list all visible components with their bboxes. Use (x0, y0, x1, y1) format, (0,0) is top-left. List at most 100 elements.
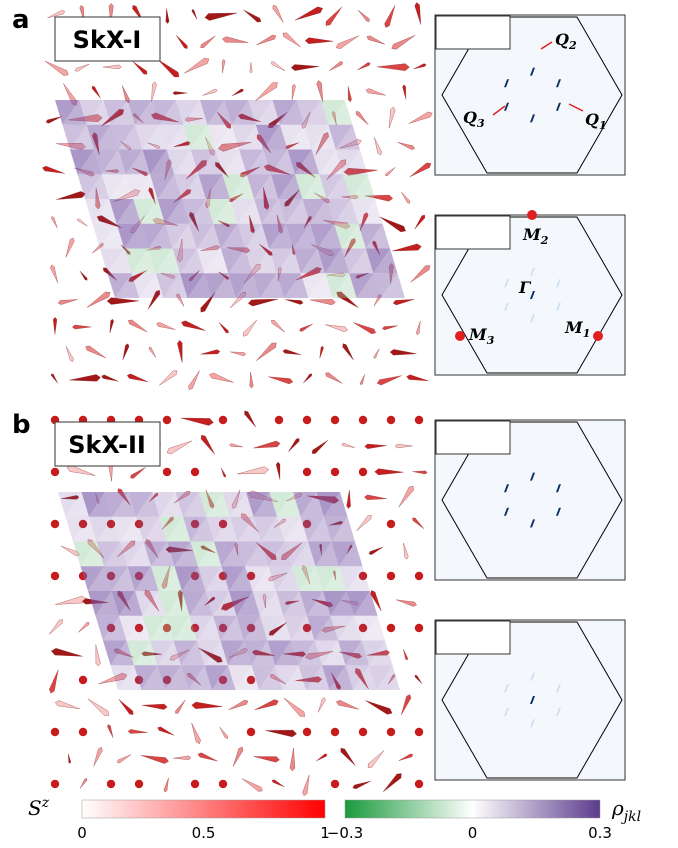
colorbar (345, 800, 600, 818)
spin (292, 84, 296, 100)
spin (92, 86, 101, 98)
spin (403, 649, 407, 660)
spin (377, 376, 402, 385)
spin (359, 416, 367, 424)
spin (94, 747, 103, 766)
spin (369, 547, 383, 555)
spin (69, 374, 100, 381)
spin (102, 375, 119, 381)
spin (331, 416, 339, 424)
high-sym-point (593, 331, 603, 341)
spin (68, 754, 71, 764)
spin (49, 670, 58, 693)
spin (326, 7, 342, 26)
spin (415, 215, 425, 229)
spin (222, 37, 248, 43)
spin (133, 61, 147, 74)
spin (316, 754, 327, 761)
spin (336, 36, 359, 49)
spin (257, 35, 276, 45)
spin (77, 219, 87, 226)
spin (276, 462, 280, 480)
spin (398, 142, 415, 149)
title-box (436, 421, 510, 454)
spin (303, 728, 311, 736)
spin (401, 695, 411, 715)
spin (375, 469, 404, 475)
spin (303, 374, 311, 383)
spin (50, 265, 57, 283)
spin (103, 65, 121, 69)
spin (42, 166, 64, 173)
spin (177, 340, 182, 362)
spin (230, 352, 245, 356)
spin (55, 596, 86, 604)
spin (110, 319, 114, 333)
spin (219, 416, 227, 424)
spin (342, 443, 355, 447)
spin (268, 377, 292, 384)
spin (242, 779, 262, 792)
spin (250, 62, 252, 73)
panel-letter: b (12, 410, 31, 440)
spin (305, 38, 333, 44)
spin (365, 701, 392, 715)
spin (390, 349, 416, 355)
spin (107, 780, 115, 788)
spin (117, 755, 131, 763)
spin (166, 8, 169, 23)
spin (347, 490, 351, 509)
spin (176, 35, 187, 48)
spin (243, 320, 256, 336)
spin (415, 780, 423, 788)
spin (56, 191, 85, 199)
spin (80, 778, 87, 788)
spin (387, 572, 395, 580)
spin (303, 416, 311, 424)
spin (329, 62, 343, 71)
spin (395, 444, 413, 448)
spin (51, 648, 82, 656)
panel-name: SkX-I (73, 26, 142, 54)
spin (331, 468, 339, 476)
spin (271, 320, 284, 332)
spin (51, 780, 59, 788)
spin (365, 444, 387, 449)
spin (359, 468, 367, 476)
spin (159, 371, 177, 386)
spin (142, 704, 167, 709)
spin (87, 292, 110, 308)
spin (300, 324, 313, 331)
spin (86, 346, 106, 358)
spin (415, 728, 423, 736)
spin (247, 728, 255, 736)
spin (128, 320, 147, 332)
spin (407, 375, 429, 381)
spin (368, 750, 384, 767)
spin (80, 271, 87, 280)
spin (158, 727, 175, 736)
spin (290, 748, 295, 771)
colorbar (82, 800, 325, 818)
spin (415, 416, 423, 424)
spin (181, 418, 214, 426)
colorbar-tick: 0.3 (588, 824, 612, 842)
spin (167, 441, 192, 454)
spin (389, 107, 395, 128)
label: Γ (518, 278, 532, 297)
spin (78, 622, 89, 632)
spin (325, 373, 342, 384)
spin (130, 467, 145, 478)
panel-name: SkX-II (68, 431, 146, 459)
spin (232, 89, 243, 96)
spin (409, 112, 433, 124)
spin (205, 13, 237, 21)
spin (128, 729, 147, 733)
colorbar-label: ρjkl (611, 796, 641, 825)
spin (284, 698, 305, 717)
spin (157, 322, 175, 329)
spin (392, 244, 421, 251)
spin (359, 728, 367, 736)
spin (72, 325, 91, 329)
spin (45, 61, 69, 76)
